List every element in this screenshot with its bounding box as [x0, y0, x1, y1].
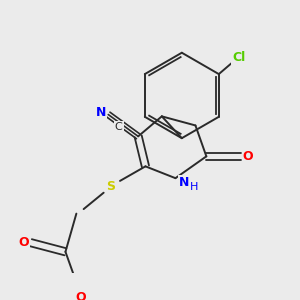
- Text: Cl: Cl: [232, 51, 245, 64]
- Text: H: H: [189, 182, 198, 192]
- Text: O: O: [18, 236, 29, 249]
- Text: S: S: [106, 180, 116, 193]
- Text: O: O: [243, 150, 254, 163]
- Text: O: O: [76, 291, 86, 300]
- Text: C: C: [115, 122, 123, 132]
- Text: N: N: [96, 106, 106, 119]
- Text: N: N: [179, 176, 190, 189]
